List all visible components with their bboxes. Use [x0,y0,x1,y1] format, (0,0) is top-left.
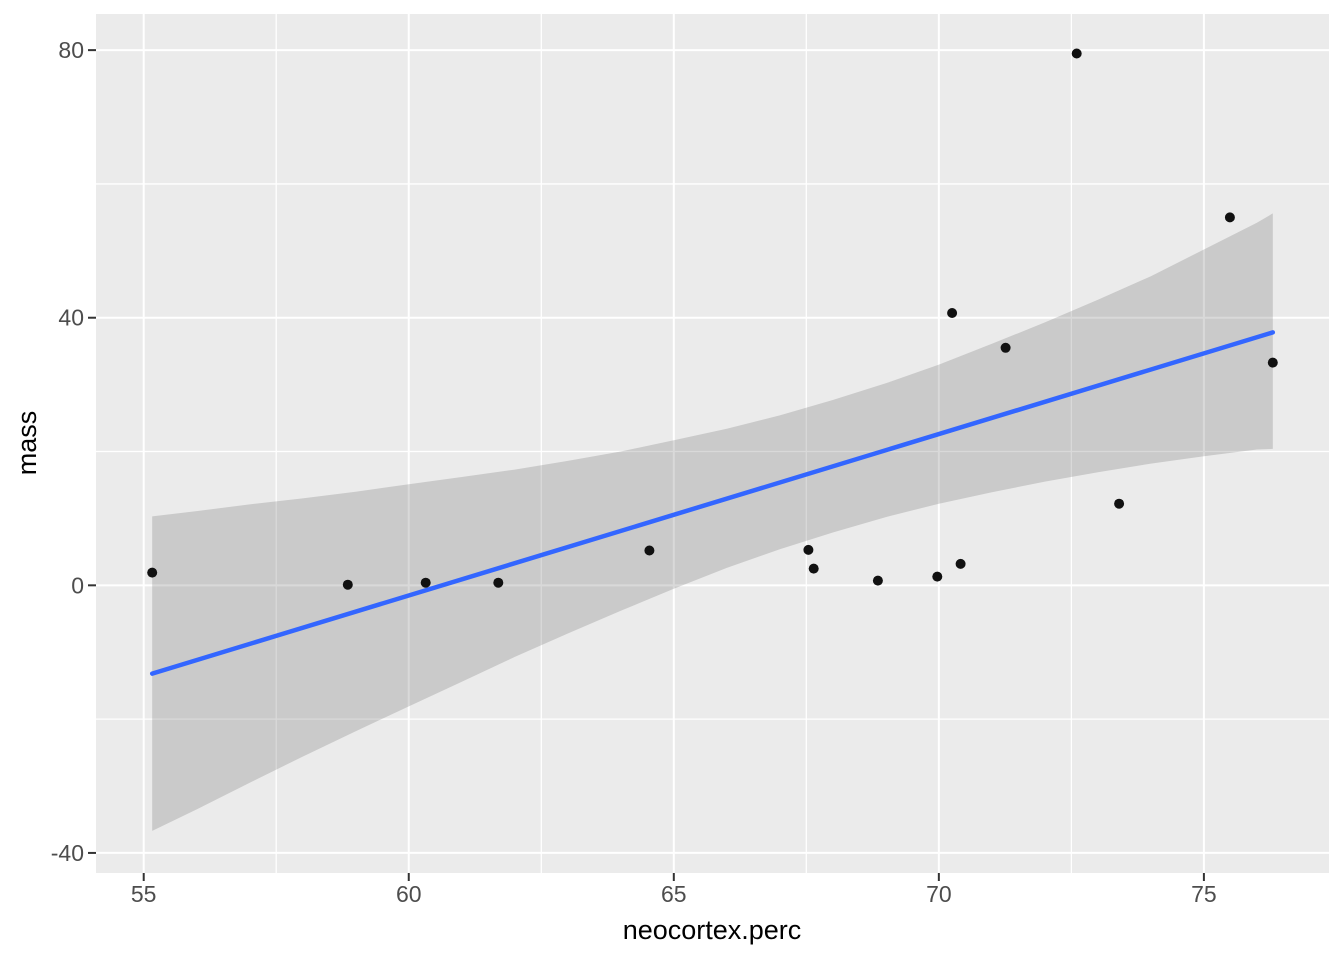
data-point [1267,357,1278,368]
data-point [1224,212,1235,223]
y-tick-label: 40 [58,305,84,331]
x-tick-label: 75 [1191,881,1217,907]
data-point [644,545,655,556]
data-point [955,558,966,569]
axis-tick-marks [88,49,1205,881]
x-tick-label: 65 [661,881,687,907]
confidence-ribbon [152,213,1273,831]
minor-gridlines [96,14,1329,873]
plot-panel [96,14,1329,873]
x-axis-title: neocortex.perc [623,915,802,945]
regression-line [149,330,1276,676]
y-tick-label: -40 [51,840,84,866]
data-point [932,571,943,582]
x-tick-label: 55 [131,881,157,907]
data-point [1071,48,1082,59]
data-point [342,579,353,590]
data-point [493,577,504,588]
y-tick-label: 0 [71,572,84,598]
major-gridlines [96,14,1329,873]
data-point [808,563,819,574]
x-tick-label: 70 [926,881,952,907]
data-point [147,567,158,578]
data-point [1114,498,1125,509]
x-tick-label: 60 [396,881,422,907]
y-tick-label: 80 [58,37,84,63]
data-point [420,577,431,588]
data-point [947,308,958,318]
data-point [872,575,883,586]
axis-tick-labels: 55 60 65 70 75 -40 0 40 80 [51,37,1217,907]
data-point [803,544,814,555]
data-point [1000,342,1011,353]
data-points [147,48,1278,590]
y-axis-title: mass [12,411,42,476]
